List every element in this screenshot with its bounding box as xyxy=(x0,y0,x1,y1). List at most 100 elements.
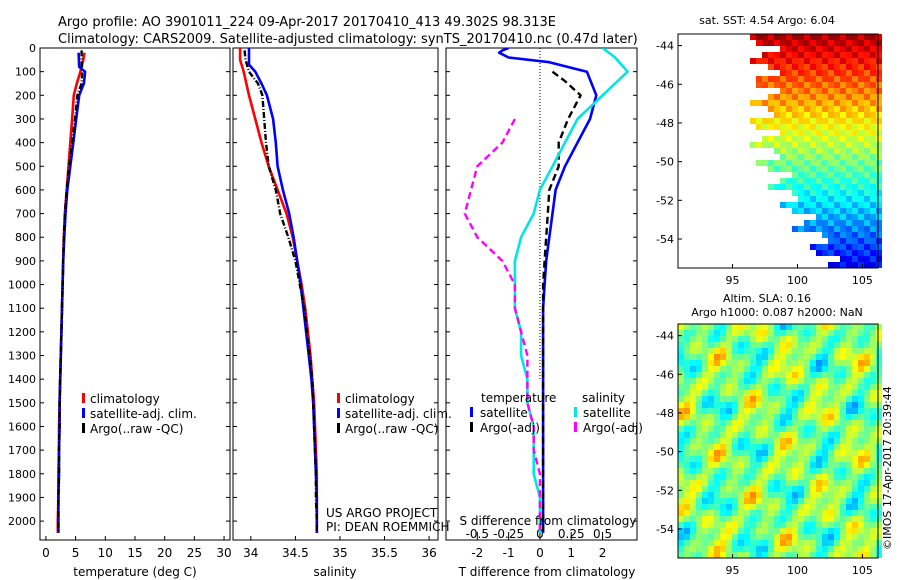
sst-cell xyxy=(822,58,828,64)
sla-cell xyxy=(780,450,786,456)
sla-cell xyxy=(798,498,804,504)
sla-cell xyxy=(792,414,798,420)
sla-cell xyxy=(810,336,816,342)
sla-cell xyxy=(768,420,774,426)
sla-cell xyxy=(696,486,702,492)
temperature-legend: climatology satellite-adj. clim. Argo(..… xyxy=(82,392,197,436)
sla-cell xyxy=(876,384,882,390)
sst-cell xyxy=(840,64,846,70)
sla-cell xyxy=(708,408,714,414)
sla-cell xyxy=(726,474,732,480)
sla-cell xyxy=(864,366,870,372)
sla-cell xyxy=(774,534,780,540)
sla-cell xyxy=(858,492,864,498)
sst-cell xyxy=(810,88,816,94)
sla-cell xyxy=(750,372,756,378)
sla-cell xyxy=(768,330,774,336)
sla-cell xyxy=(696,372,702,378)
sla-cell xyxy=(816,402,822,408)
sla-cell xyxy=(774,372,780,378)
sst-cell xyxy=(846,196,852,202)
sst-cell xyxy=(846,34,852,40)
sla-cell xyxy=(762,552,768,558)
sst-cell xyxy=(852,118,858,124)
sst-cell xyxy=(840,136,846,142)
depth-tick-label: 400 xyxy=(15,137,36,150)
sla-cell xyxy=(858,552,864,558)
sla-cell xyxy=(858,408,864,414)
sst-cell xyxy=(846,238,852,244)
sst-cell xyxy=(828,130,834,136)
sst-cell xyxy=(840,82,846,88)
sst-cell xyxy=(774,76,780,82)
sla-cell xyxy=(726,324,732,330)
sla-cell xyxy=(726,354,732,360)
sst-cell xyxy=(786,160,792,166)
sst-cell xyxy=(834,64,840,70)
sla-cell xyxy=(708,552,714,558)
sst-cell xyxy=(780,82,786,88)
sla-cell xyxy=(858,474,864,480)
sst-cell xyxy=(768,76,774,82)
sla-cell xyxy=(828,348,834,354)
sst-cell xyxy=(822,244,828,250)
sst-cell xyxy=(804,88,810,94)
sla-cell xyxy=(774,366,780,372)
legend-label-satellite: satellite-adj. clim. xyxy=(345,407,452,421)
sla-cell xyxy=(780,474,786,480)
sla-cell xyxy=(774,492,780,498)
sla-cell xyxy=(690,360,696,366)
sla-cell xyxy=(786,408,792,414)
sla-cell xyxy=(768,480,774,486)
sla-cell xyxy=(720,396,726,402)
sla-cell xyxy=(816,498,822,504)
sla-cell xyxy=(744,384,750,390)
sla-cell xyxy=(678,456,684,462)
sst-cell xyxy=(846,262,852,268)
map-y-tick-label: -48 xyxy=(656,407,674,420)
sla-cell xyxy=(858,324,864,330)
sla-cell xyxy=(822,360,828,366)
sst-cell xyxy=(816,34,822,40)
sla-cell xyxy=(750,504,756,510)
map-y-tick-label: -44 xyxy=(656,40,674,53)
sst-cell xyxy=(810,208,816,214)
sst-cell xyxy=(864,154,870,160)
sla-cell xyxy=(816,450,822,456)
sla-cell xyxy=(858,426,864,432)
sst-cell xyxy=(858,256,864,262)
sla-cell xyxy=(684,372,690,378)
sla-cell xyxy=(756,516,762,522)
map-y-tick-label: -50 xyxy=(656,156,674,169)
sst-cell xyxy=(792,52,798,58)
sla-cell xyxy=(696,384,702,390)
sla-cell xyxy=(690,378,696,384)
sla-cell xyxy=(690,516,696,522)
temperature-axis-label: temperature (deg C) xyxy=(73,565,196,579)
sla-cell xyxy=(864,450,870,456)
s-difference-axis-label: S difference from climatology xyxy=(460,514,637,528)
sla-cell xyxy=(846,360,852,366)
sla-cell xyxy=(744,426,750,432)
sla-cell xyxy=(702,330,708,336)
sla-cell xyxy=(786,426,792,432)
sla-cell xyxy=(714,516,720,522)
sla-cell xyxy=(834,372,840,378)
sla-cell xyxy=(720,378,726,384)
sla-cell xyxy=(750,534,756,540)
sla-cell xyxy=(684,366,690,372)
sla-cell xyxy=(876,462,882,468)
sst-cell xyxy=(792,154,798,160)
sla-cell xyxy=(684,432,690,438)
sla-cell xyxy=(756,540,762,546)
sla-cell xyxy=(828,360,834,366)
sla-cell xyxy=(678,504,684,510)
sla-cell xyxy=(870,450,876,456)
sst-cell xyxy=(804,178,810,184)
sla-cell xyxy=(816,426,822,432)
sla-cell xyxy=(768,402,774,408)
sla-cell xyxy=(792,552,798,558)
sla-cell xyxy=(792,456,798,462)
sla-cell xyxy=(840,444,846,450)
sla-cell xyxy=(786,378,792,384)
